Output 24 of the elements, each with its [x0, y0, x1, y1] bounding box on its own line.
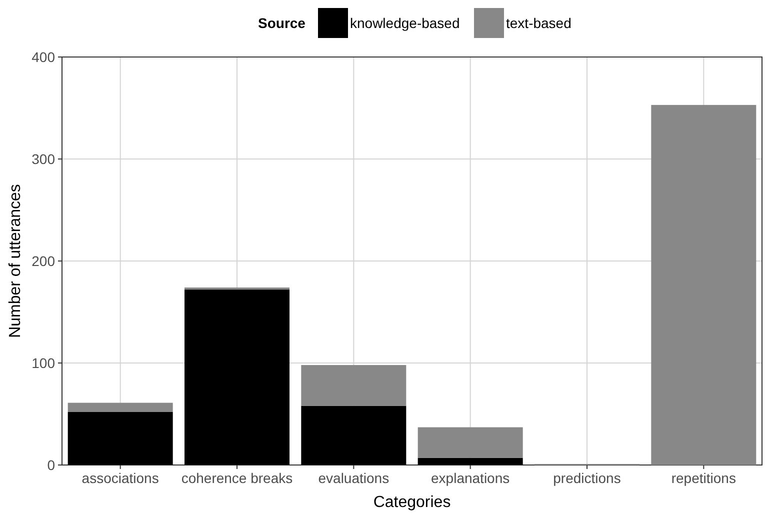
bar	[301, 406, 406, 465]
bar	[418, 427, 523, 458]
x-tick-label: evaluations	[318, 470, 390, 486]
bar	[651, 104, 756, 465]
legend-title: Source	[258, 15, 306, 31]
legend-label: text-based	[506, 15, 572, 31]
legend-label: knowledge-based	[350, 15, 460, 31]
x-tick-label: predictions	[553, 470, 621, 486]
x-tick-label: explanations	[431, 470, 510, 486]
y-tick-label: 400	[32, 48, 56, 65]
y-axis-title: Number of utterances	[7, 184, 24, 338]
y-tick-label: 200	[32, 252, 56, 269]
x-tick-label: repetitions	[671, 470, 736, 486]
bar	[184, 290, 290, 465]
y-tick-label: 300	[32, 150, 56, 167]
y-tick-label: 0	[47, 456, 56, 473]
bar	[418, 458, 523, 465]
y-tick-label: 100	[32, 354, 56, 371]
x-tick-label: coherence breaks	[181, 470, 293, 486]
x-tick-label: associations	[82, 470, 159, 486]
bar	[68, 402, 173, 412]
x-axis-title: Categories	[373, 494, 451, 511]
bar	[68, 412, 173, 465]
bar	[301, 365, 406, 406]
